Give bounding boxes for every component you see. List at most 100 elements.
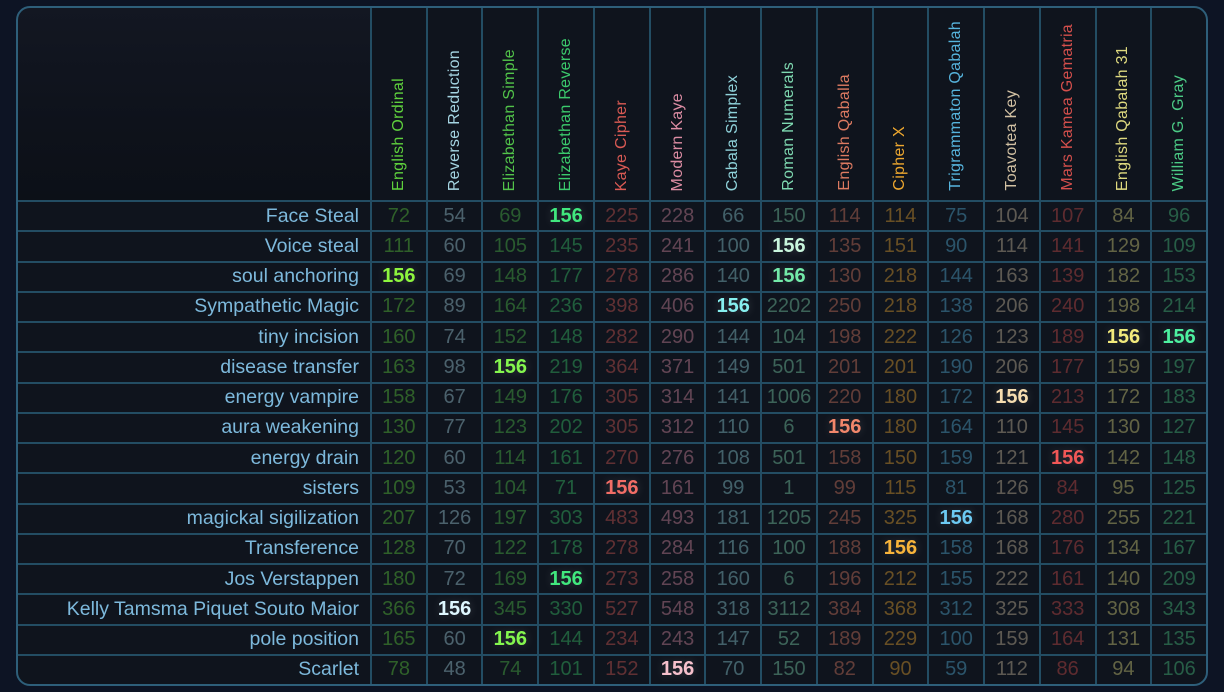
- value-cell[interactable]: 107: [1040, 202, 1095, 231]
- value-cell[interactable]: 158: [929, 534, 984, 563]
- value-cell[interactable]: 228: [650, 202, 705, 231]
- value-cell[interactable]: 108: [706, 444, 761, 473]
- phrase-cell[interactable]: Sympathetic Magic: [18, 292, 370, 321]
- value-cell[interactable]: 255: [1096, 504, 1151, 533]
- value-cell[interactable]: 159: [985, 625, 1039, 654]
- cipher-column-header[interactable]: Mars Kamea Gematria: [1040, 8, 1095, 200]
- value-cell[interactable]: 152: [594, 655, 649, 684]
- value-cell[interactable]: 276: [650, 444, 705, 473]
- phrase-cell[interactable]: energy vampire: [18, 383, 370, 412]
- value-cell[interactable]: 67: [427, 383, 482, 412]
- value-cell[interactable]: 305: [594, 383, 649, 412]
- value-cell[interactable]: 149: [706, 353, 761, 382]
- value-cell[interactable]: 142: [1096, 444, 1151, 473]
- value-cell[interactable]: 182: [1096, 262, 1151, 291]
- value-cell[interactable]: 1006: [762, 383, 816, 412]
- value-cell[interactable]: 176: [539, 383, 593, 412]
- value-cell[interactable]: 212: [873, 565, 928, 594]
- value-cell[interactable]: 189: [817, 625, 872, 654]
- value-cell[interactable]: 501: [762, 444, 816, 473]
- phrase-cell[interactable]: disease transfer: [18, 353, 370, 382]
- value-cell[interactable]: 163: [985, 262, 1039, 291]
- value-cell[interactable]: 163: [372, 353, 426, 382]
- value-cell[interactable]: 98: [427, 353, 482, 382]
- value-cell[interactable]: 198: [817, 323, 872, 352]
- value-cell[interactable]: 104: [483, 474, 538, 503]
- value-cell[interactable]: 115: [873, 474, 928, 503]
- value-cell[interactable]: 168: [985, 534, 1039, 563]
- value-cell[interactable]: 548: [650, 595, 705, 624]
- value-cell[interactable]: 218: [873, 292, 928, 321]
- value-cell[interactable]: 86: [1040, 655, 1095, 684]
- value-cell[interactable]: 6: [762, 565, 816, 594]
- value-cell[interactable]: 130: [1096, 413, 1151, 442]
- cipher-column-header[interactable]: Kaye Cipher: [594, 8, 649, 200]
- value-cell[interactable]: 72: [372, 202, 426, 231]
- value-cell[interactable]: 406: [650, 292, 705, 321]
- value-cell[interactable]: 325: [985, 595, 1039, 624]
- value-cell[interactable]: 156: [762, 262, 816, 291]
- value-cell[interactable]: 156: [539, 202, 593, 231]
- value-cell[interactable]: 384: [817, 595, 872, 624]
- value-cell[interactable]: 183: [1152, 383, 1206, 412]
- value-cell[interactable]: 152: [483, 323, 538, 352]
- value-cell[interactable]: 77: [427, 413, 482, 442]
- value-cell[interactable]: 156: [1152, 323, 1206, 352]
- value-cell[interactable]: 3112: [762, 595, 816, 624]
- value-cell[interactable]: 303: [539, 504, 593, 533]
- value-cell[interactable]: 114: [817, 202, 872, 231]
- cipher-column-header[interactable]: Roman Numerals: [762, 8, 816, 200]
- value-cell[interactable]: 156: [483, 625, 538, 654]
- value-cell[interactable]: 140: [706, 262, 761, 291]
- value-cell[interactable]: 245: [817, 504, 872, 533]
- cipher-column-header[interactable]: English Ordinal: [372, 8, 426, 200]
- value-cell[interactable]: 106: [1152, 655, 1206, 684]
- value-cell[interactable]: 197: [1152, 353, 1206, 382]
- value-cell[interactable]: 156: [1096, 323, 1151, 352]
- value-cell[interactable]: 156: [817, 413, 872, 442]
- value-cell[interactable]: 145: [539, 232, 593, 261]
- value-cell[interactable]: 114: [985, 232, 1039, 261]
- value-cell[interactable]: 318: [706, 595, 761, 624]
- value-cell[interactable]: 121: [985, 444, 1039, 473]
- value-cell[interactable]: 207: [372, 504, 426, 533]
- value-cell[interactable]: 155: [929, 565, 984, 594]
- value-cell[interactable]: 270: [594, 444, 649, 473]
- value-cell[interactable]: 114: [483, 444, 538, 473]
- value-cell[interactable]: 156: [873, 534, 928, 563]
- value-cell[interactable]: 144: [539, 625, 593, 654]
- value-cell[interactable]: 180: [873, 383, 928, 412]
- value-cell[interactable]: 250: [817, 292, 872, 321]
- value-cell[interactable]: 53: [427, 474, 482, 503]
- value-cell[interactable]: 156: [650, 655, 705, 684]
- value-cell[interactable]: 180: [372, 565, 426, 594]
- value-cell[interactable]: 158: [372, 383, 426, 412]
- value-cell[interactable]: 197: [483, 504, 538, 533]
- value-cell[interactable]: 70: [427, 534, 482, 563]
- value-cell[interactable]: 235: [594, 232, 649, 261]
- value-cell[interactable]: 278: [594, 534, 649, 563]
- value-cell[interactable]: 308: [1096, 595, 1151, 624]
- phrase-cell[interactable]: Scarlet: [18, 655, 370, 684]
- value-cell[interactable]: 66: [706, 202, 761, 231]
- value-cell[interactable]: 312: [929, 595, 984, 624]
- value-cell[interactable]: 258: [650, 565, 705, 594]
- value-cell[interactable]: 234: [594, 625, 649, 654]
- value-cell[interactable]: 198: [1096, 292, 1151, 321]
- value-cell[interactable]: 130: [817, 262, 872, 291]
- value-cell[interactable]: 180: [873, 413, 928, 442]
- value-cell[interactable]: 105: [483, 232, 538, 261]
- value-cell[interactable]: 114: [873, 202, 928, 231]
- value-cell[interactable]: 273: [594, 565, 649, 594]
- value-cell[interactable]: 164: [483, 292, 538, 321]
- phrase-cell[interactable]: energy drain: [18, 444, 370, 473]
- value-cell[interactable]: 202: [539, 413, 593, 442]
- value-cell[interactable]: 95: [1096, 474, 1151, 503]
- value-cell[interactable]: 109: [1152, 232, 1206, 261]
- value-cell[interactable]: 126: [427, 504, 482, 533]
- value-cell[interactable]: 89: [427, 292, 482, 321]
- value-cell[interactable]: 343: [1152, 595, 1206, 624]
- value-cell[interactable]: 366: [372, 595, 426, 624]
- value-cell[interactable]: 201: [817, 353, 872, 382]
- value-cell[interactable]: 144: [929, 262, 984, 291]
